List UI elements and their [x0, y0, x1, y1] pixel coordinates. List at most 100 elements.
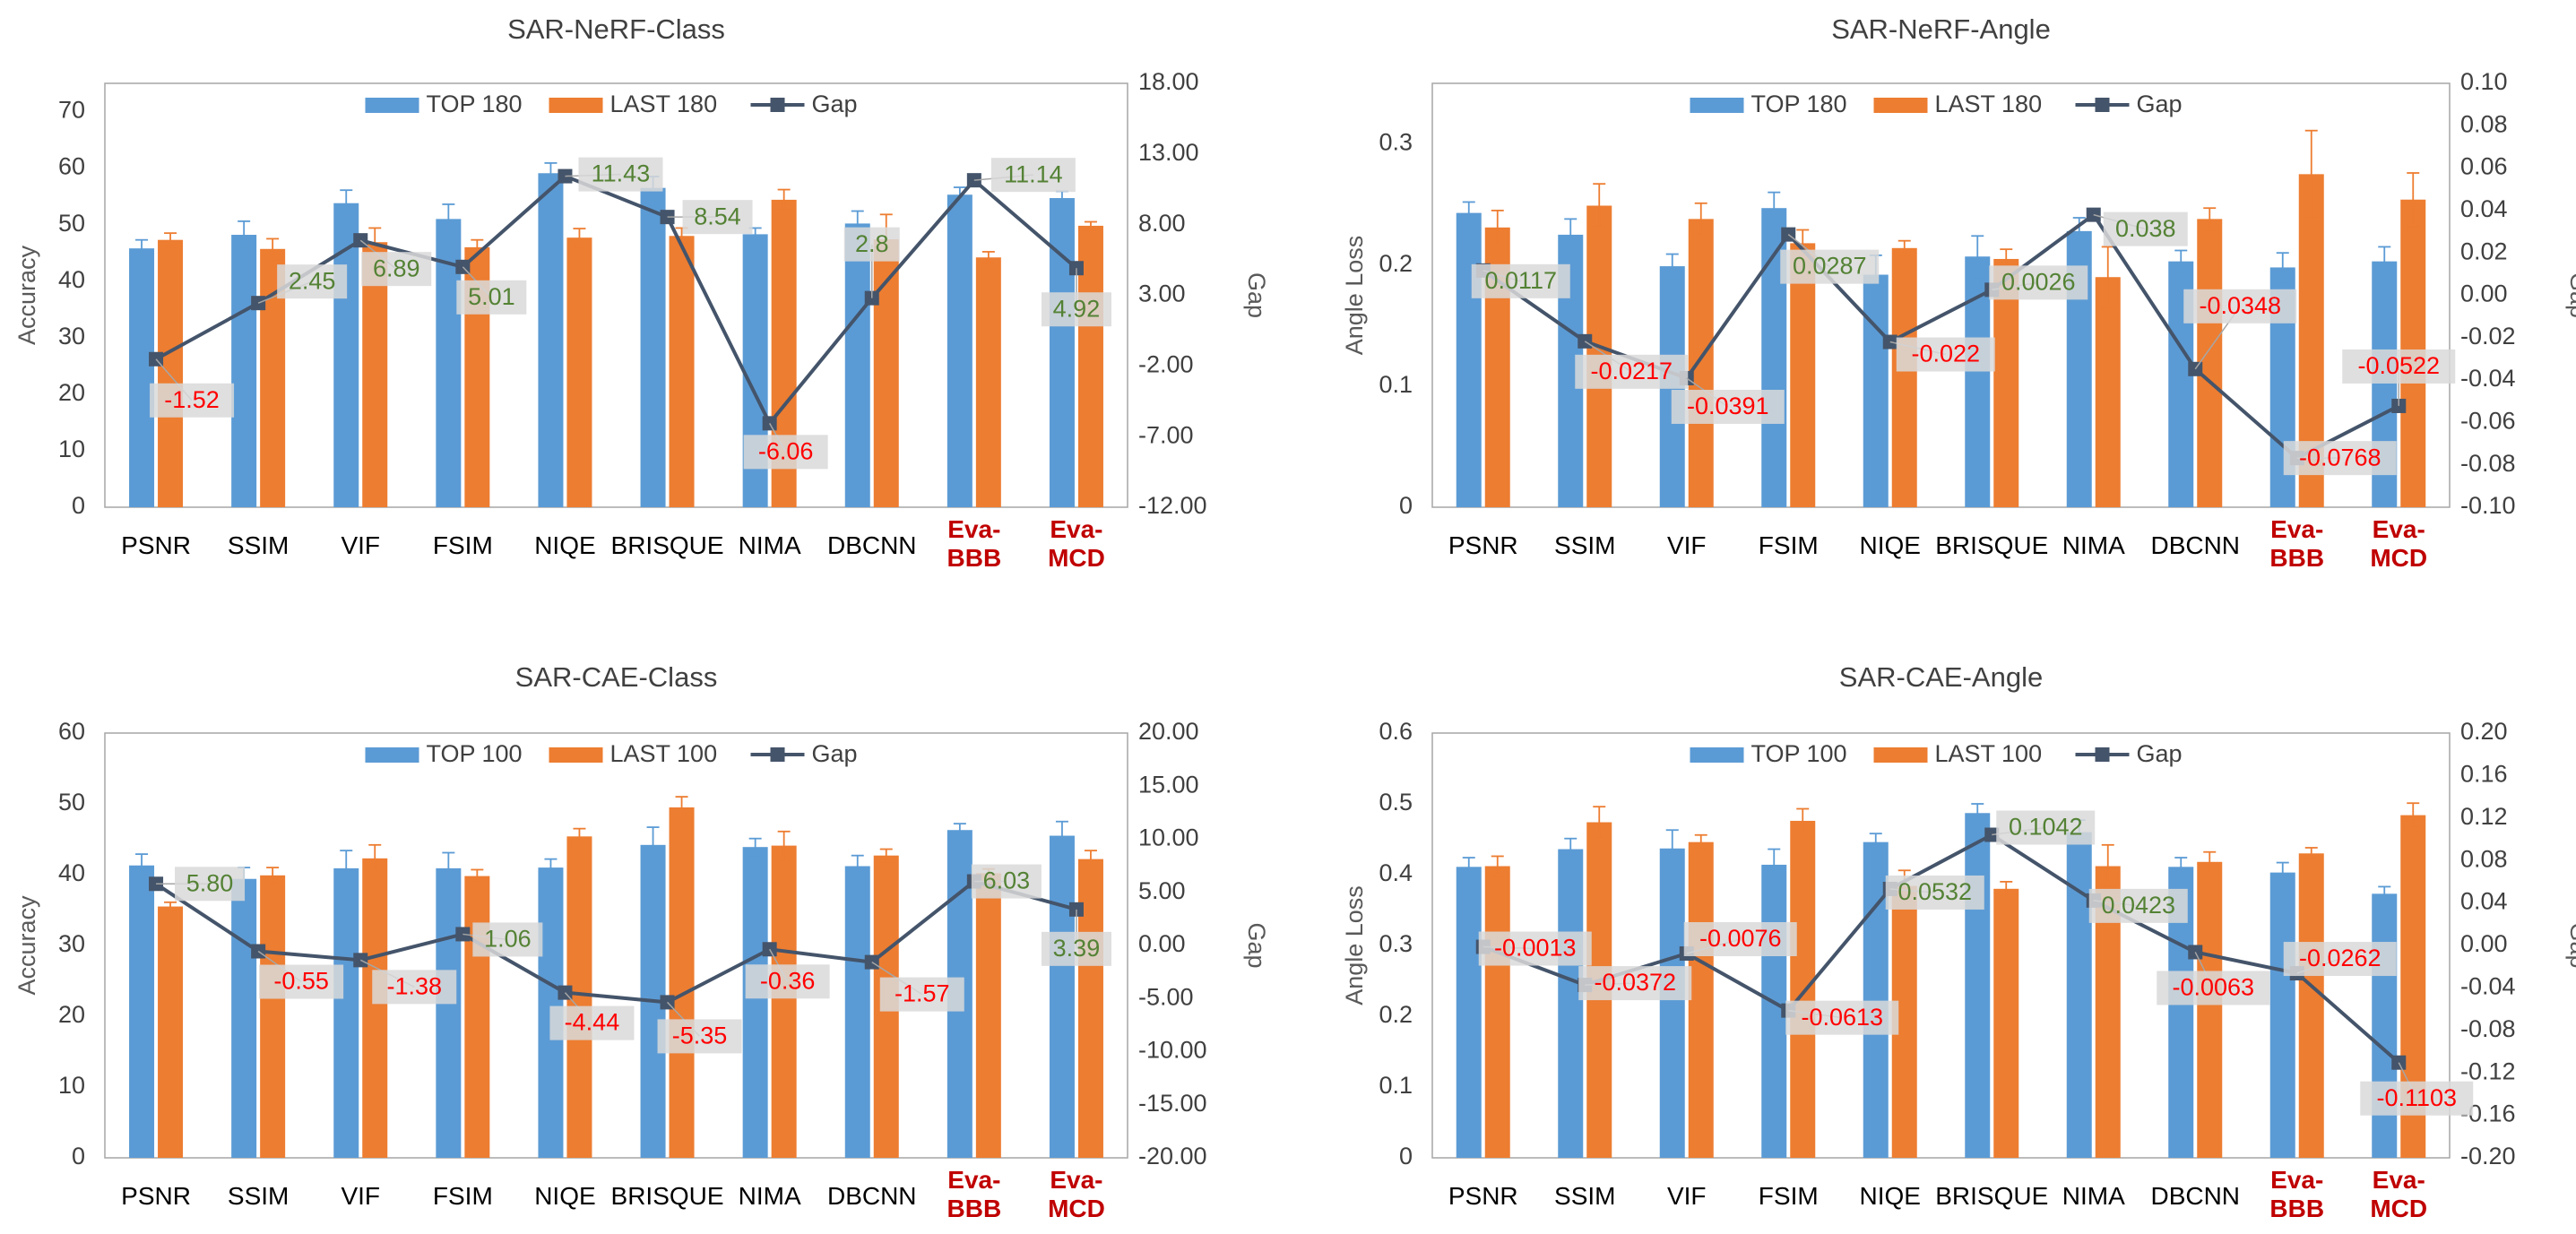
gap-data-label: 11.43 [565, 157, 663, 192]
error-bar [1564, 837, 1578, 861]
error-bar [2174, 249, 2188, 273]
y-tick-label: 0.1 [1379, 371, 1413, 398]
error-bar [1593, 183, 1606, 229]
category-label: Eva-BBB [2269, 515, 2324, 572]
error-bar [1491, 855, 1504, 877]
error-bar [2407, 172, 2420, 228]
error-bar [164, 901, 177, 912]
error-bar [646, 826, 660, 864]
y2-tick-label: 10.00 [1138, 824, 1199, 851]
y2-tick-label: -0.06 [2460, 408, 2516, 435]
gap-value-label: -0.0076 [1699, 925, 1782, 952]
error-bar [2304, 847, 2318, 860]
data-label-box [259, 964, 344, 999]
gap-value-label: 2.45 [289, 267, 336, 294]
legend-label: LAST 100 [610, 740, 718, 767]
category-label: Eva-MCD [2370, 515, 2427, 572]
y-axis-label: Angle Loss [1341, 236, 1368, 356]
chart-panel-2: SAR-NeRF-Angle 0 0.1 0.2 0.3 -0.10 -0.08 -0.06 -… [1341, 13, 2576, 572]
last-bar-vif [1688, 219, 1714, 508]
error-bar [135, 853, 149, 878]
gap-data-label: -0.0063 [2157, 952, 2270, 1005]
data-label-box [150, 383, 235, 418]
y-tick-label: 20 [58, 1001, 85, 1028]
error-bar [2378, 246, 2391, 277]
data-label-box [1578, 966, 1692, 1001]
y2-tick-label: -15.00 [1138, 1090, 1207, 1117]
error-bar [1971, 803, 1984, 824]
error-bar [266, 867, 280, 885]
error-bar [544, 858, 558, 877]
data-label-box [361, 252, 432, 287]
gap-data-label: -0.022 [1889, 337, 1995, 372]
error-bar [1768, 848, 1781, 882]
error-bar [1491, 209, 1504, 246]
category-label-line: BBB [947, 544, 1002, 572]
data-label-box [1896, 337, 1995, 372]
data-label-box [682, 200, 753, 235]
error-bar [573, 228, 586, 248]
data-label-box [2283, 441, 2397, 476]
y2-tick-label: 0.04 [2460, 195, 2508, 222]
y-tick-label: 10 [58, 436, 85, 462]
y-tick-label: 40 [58, 266, 85, 293]
y2-tick-label: 0.16 [2460, 761, 2508, 788]
gap-data-label: 6.89 [359, 239, 432, 287]
legend-label: LAST 180 [1935, 91, 2043, 117]
plot-frame [1431, 732, 2451, 1159]
error-bar [1564, 218, 1578, 252]
legend-swatch [1873, 98, 1928, 113]
category-label: PSNR [1448, 531, 1518, 559]
y2-tick-label: 0.04 [2460, 888, 2508, 915]
data-label-box [2103, 211, 2188, 246]
y-tick-label: 50 [58, 789, 85, 815]
error-bar [2203, 850, 2217, 873]
gap-data-label: -1.57 [871, 961, 964, 1012]
category-label: NIQE [534, 531, 595, 559]
category-label-line: BBB [947, 1195, 1002, 1222]
category-label-line: Eva- [947, 1166, 1000, 1194]
y2-tick-label: -0.02 [2460, 323, 2516, 349]
gap-data-label: 1.06 [462, 922, 543, 957]
gap-value-label: 0.0423 [2101, 892, 2175, 919]
top-bar-dbcnn [844, 223, 870, 507]
gap-data-label: -0.0768 [2283, 441, 2397, 476]
top-bar-nima [742, 847, 768, 1158]
error-bar [2174, 857, 2188, 877]
y-tick-label: 0.3 [1379, 129, 1413, 156]
data-label-box [1478, 931, 1592, 966]
y2-tick-label: -7.00 [1138, 421, 1194, 448]
gap-data-label: -0.1103 [2360, 1062, 2474, 1116]
last-bar-niqe [1891, 247, 1917, 507]
gap-data-label: -0.0217 [1575, 341, 1689, 389]
category-label-line: Eva- [2373, 515, 2425, 543]
category-label: DBCNN [827, 531, 917, 559]
gap-data-label: 0.0287 [1780, 234, 1880, 284]
y2-axis-label: Gap [1243, 922, 1270, 968]
y2-tick-label: 13.00 [1138, 139, 1199, 166]
gap-value-label: -0.55 [273, 968, 329, 995]
y-tick-label: 0.5 [1379, 789, 1413, 815]
data-label-box [472, 922, 543, 957]
error-bar [573, 827, 586, 845]
gap-value-label: -1.57 [895, 980, 950, 1007]
category-label: NIMA [2062, 531, 2125, 559]
data-label-box [2283, 942, 2397, 977]
gap-data-label: -0.0522 [2342, 349, 2456, 406]
error-bar [135, 238, 149, 258]
gap-value-label: 0.1042 [2009, 814, 2083, 841]
category-label: PSNR [121, 1182, 191, 1210]
y2-tick-label: -0.08 [2460, 450, 2516, 477]
category-label-line: Eva- [2270, 515, 2323, 543]
y-tick-label: 0 [1399, 492, 1413, 519]
error-bar [340, 189, 353, 218]
data-label-box [743, 435, 828, 470]
y2-axis-label: Gap [1243, 272, 1270, 318]
category-label: NIQE [1860, 531, 1921, 559]
legend-label: TOP 180 [427, 91, 523, 117]
gap-value-label: -0.0391 [1687, 393, 1769, 419]
legend-swatch-marker [2095, 747, 2110, 762]
gap-data-label: 0.0117 [1471, 263, 1570, 298]
category-label: Eva-BBB [2269, 1166, 2324, 1222]
